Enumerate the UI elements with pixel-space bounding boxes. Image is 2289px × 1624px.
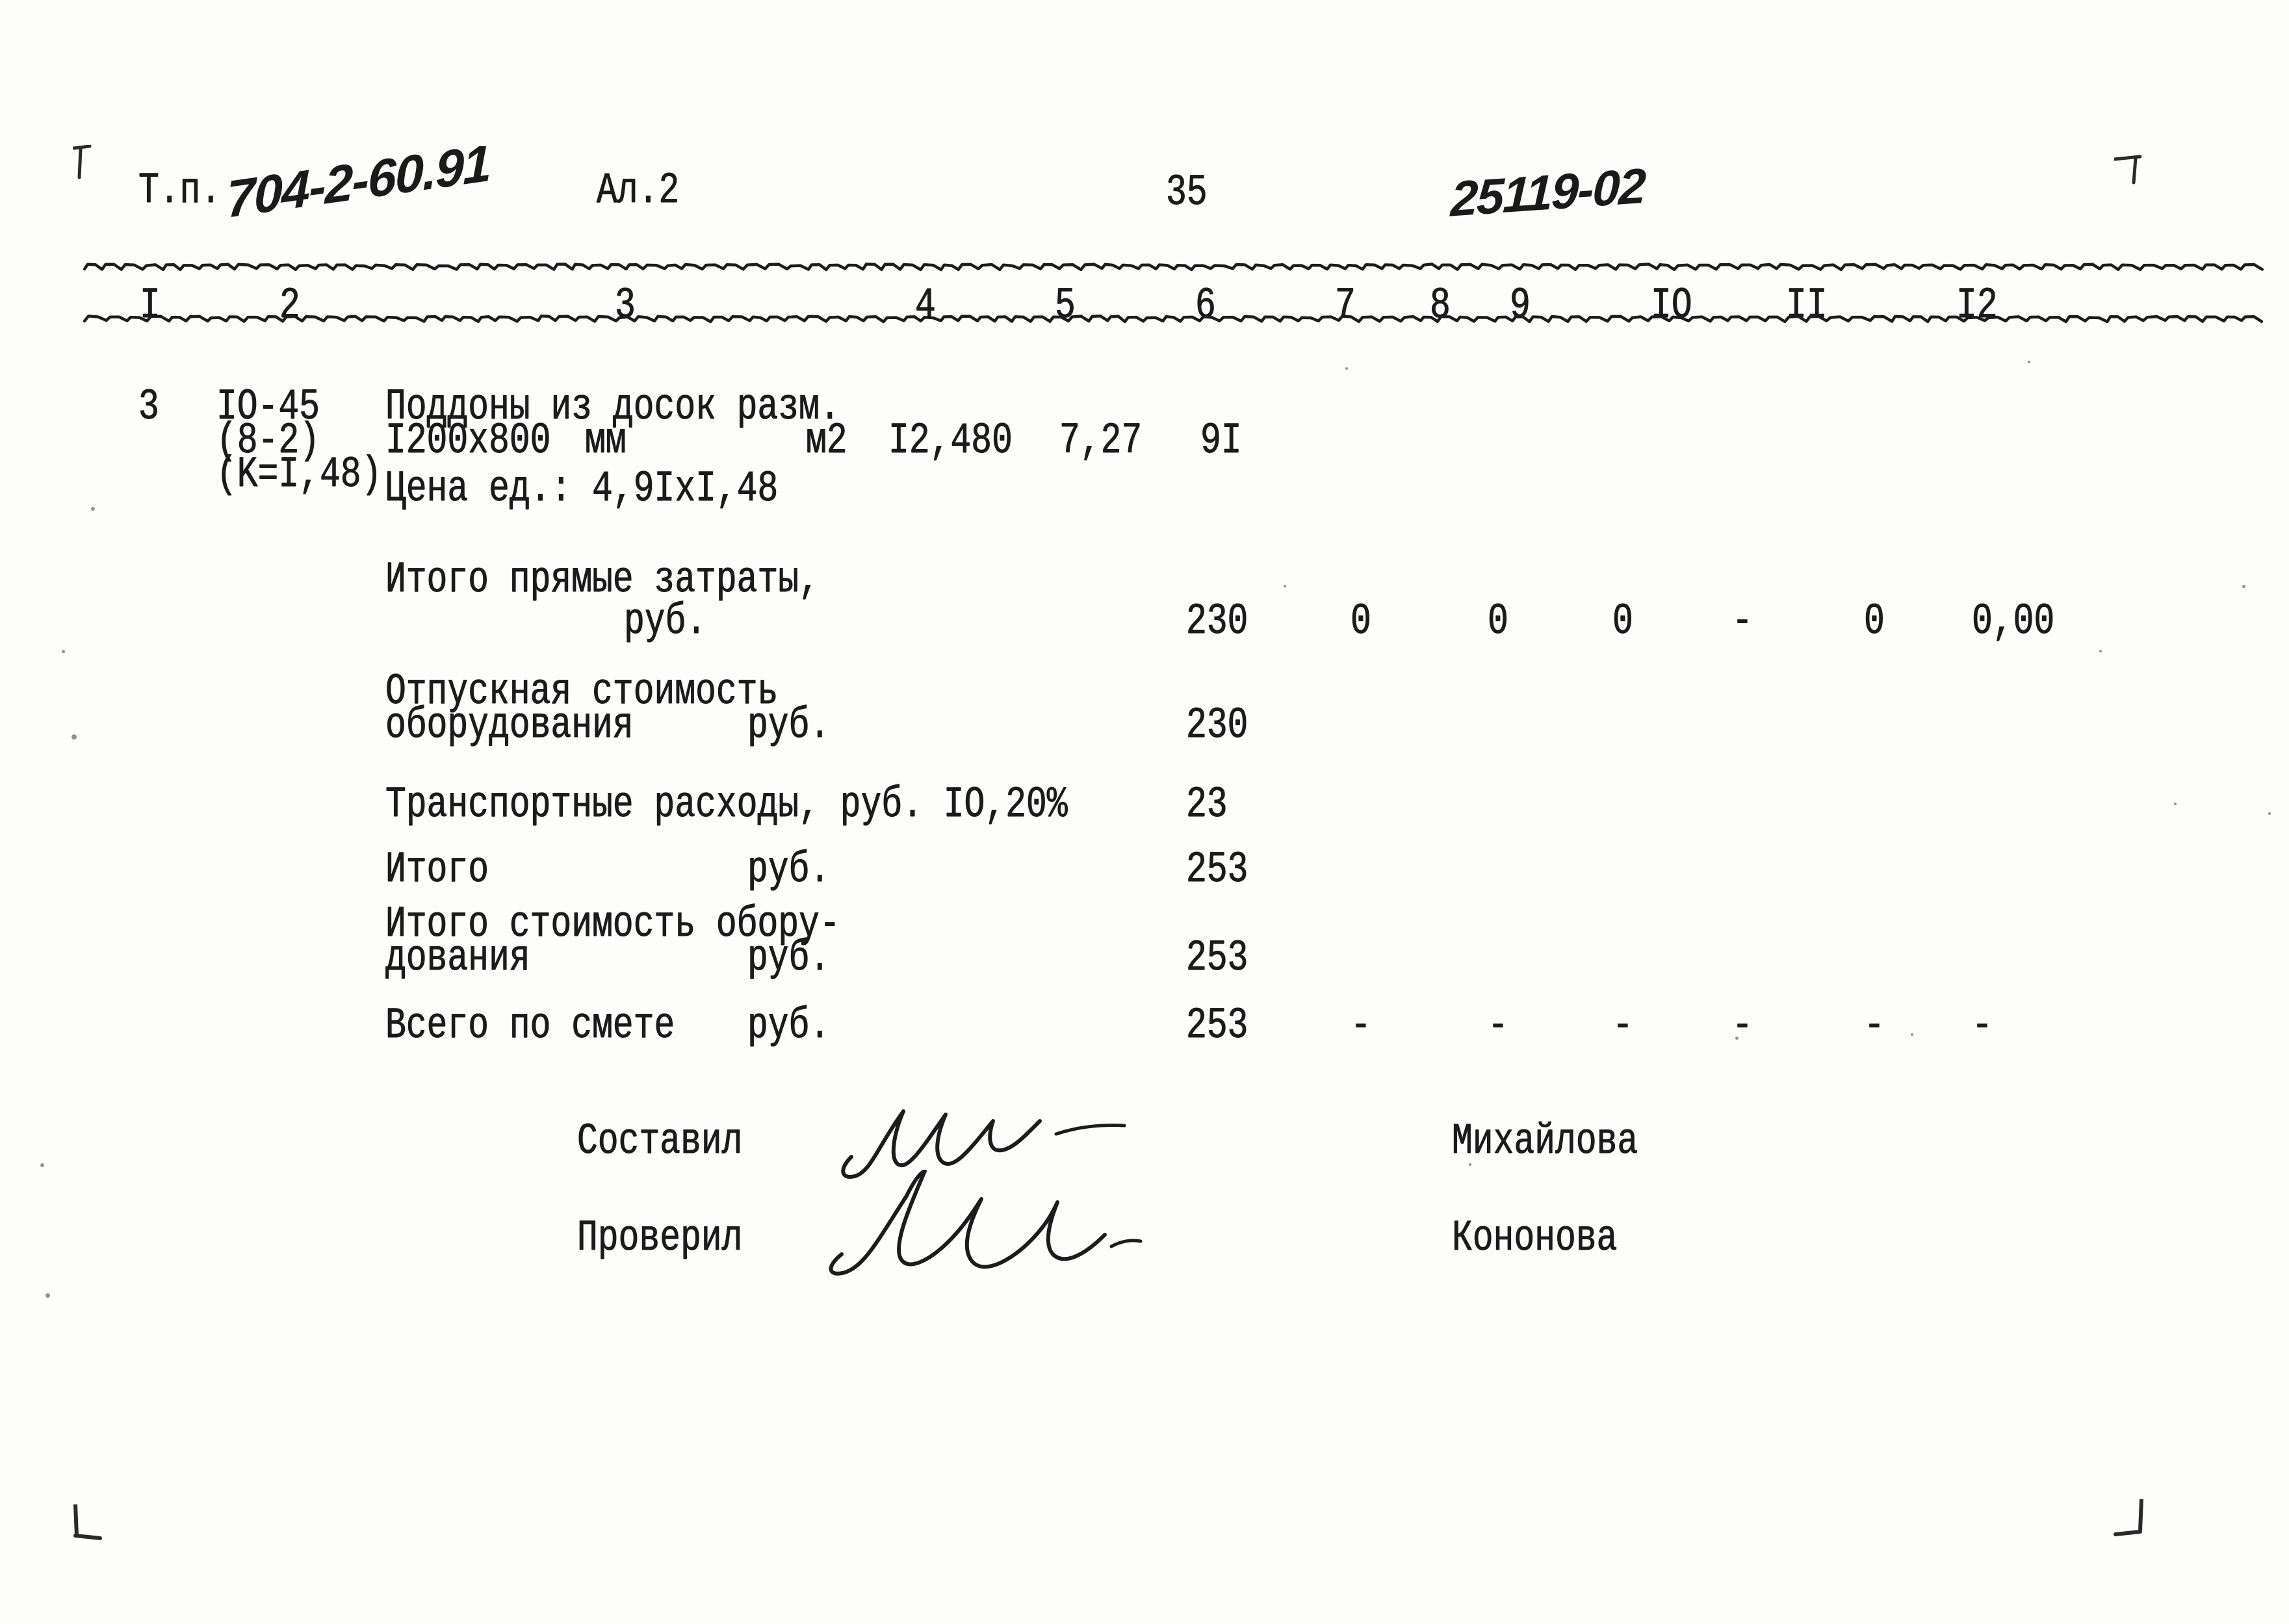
svg-text:704-2-60.91: 704-2-60.91 bbox=[227, 146, 490, 229]
svg-text:25119-02: 25119-02 bbox=[1449, 159, 1647, 227]
